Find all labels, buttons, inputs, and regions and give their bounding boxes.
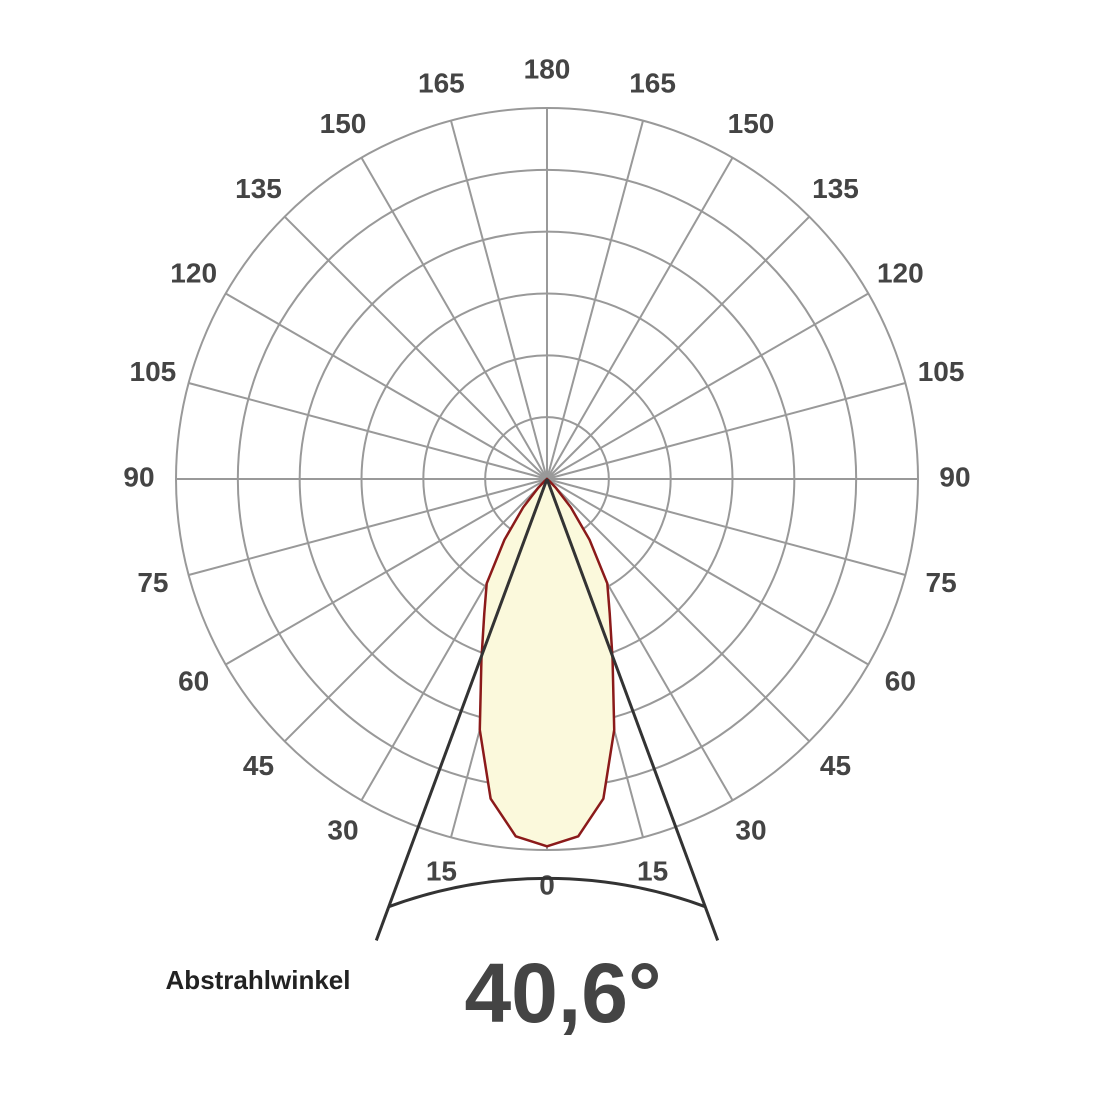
intensity-curve xyxy=(478,477,616,848)
angle-label: 150 xyxy=(320,108,367,139)
angle-label: 120 xyxy=(877,257,924,288)
angle-label: 105 xyxy=(130,356,177,387)
grid-spoke xyxy=(188,478,548,576)
grid-spoke xyxy=(546,157,734,480)
angle-label: 60 xyxy=(885,665,916,696)
angle-label: 135 xyxy=(812,173,859,204)
angle-label: 165 xyxy=(629,67,676,98)
grid-spoke xyxy=(546,382,906,480)
angle-label: 15 xyxy=(426,855,457,886)
angle-label: 180 xyxy=(524,53,571,84)
angle-label: 30 xyxy=(735,815,766,846)
angle-label: 90 xyxy=(939,461,970,492)
angle-label: 105 xyxy=(918,356,965,387)
angle-label: 0 xyxy=(539,869,555,900)
beam-label: Abstrahlwinkel xyxy=(166,965,351,995)
angle-label: 135 xyxy=(235,173,282,204)
angle-label: 30 xyxy=(327,815,358,846)
angle-label: 15 xyxy=(637,855,668,886)
beam-line xyxy=(374,478,549,941)
angle-label: 150 xyxy=(728,108,775,139)
angle-label: 45 xyxy=(243,750,274,781)
grid-spoke xyxy=(546,120,644,480)
grid-spoke xyxy=(546,478,906,576)
grid-spoke xyxy=(546,292,869,480)
grid-spoke xyxy=(450,120,548,480)
angle-label: 75 xyxy=(137,567,168,598)
grid-spoke xyxy=(225,478,548,666)
angle-label: 90 xyxy=(123,461,154,492)
grid-spoke xyxy=(188,382,548,480)
grid-spoke xyxy=(283,215,548,480)
angle-label: 60 xyxy=(178,665,209,696)
grid-spoke xyxy=(225,292,548,480)
grid-spoke xyxy=(546,478,869,666)
grid-spoke xyxy=(360,157,548,480)
beam-arc xyxy=(388,876,706,909)
grid-spoke xyxy=(546,478,811,743)
angle-label: 120 xyxy=(170,257,217,288)
angle-label: 75 xyxy=(926,567,957,598)
beam-line xyxy=(545,478,720,941)
angle-label: 165 xyxy=(418,67,465,98)
angle-label: 45 xyxy=(820,750,851,781)
grid-spoke xyxy=(546,215,811,480)
grid-spoke xyxy=(283,478,548,743)
beam-angle-label: 40,6° xyxy=(464,946,661,1040)
